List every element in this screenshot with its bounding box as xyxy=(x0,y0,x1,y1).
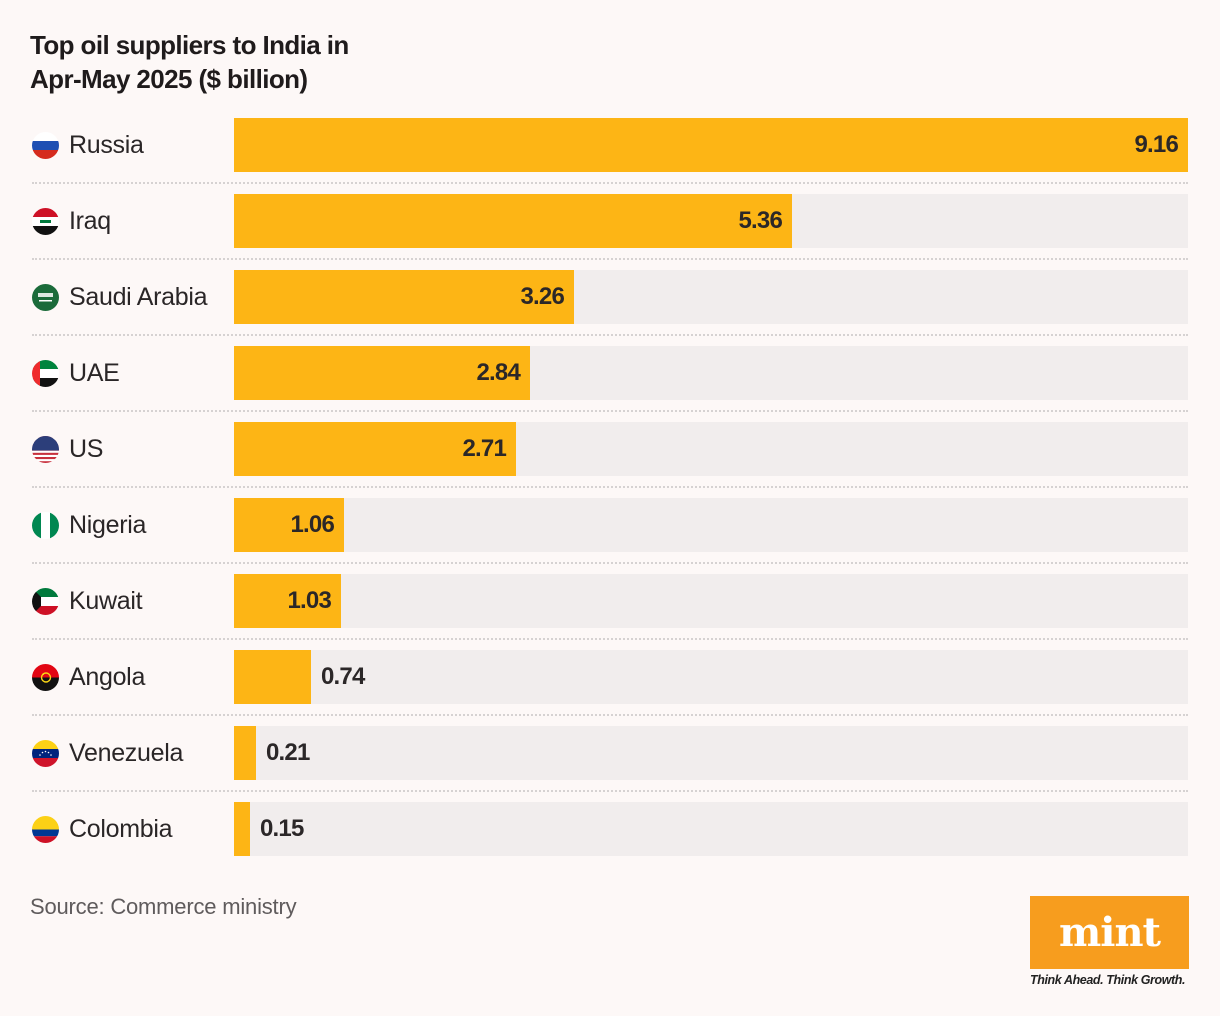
row-divider xyxy=(32,258,1188,260)
bar-track: 5.36 xyxy=(234,194,1188,248)
row-divider xyxy=(32,638,1188,640)
value-label: 0.74 xyxy=(321,663,365,690)
value-label: 0.15 xyxy=(260,815,304,842)
row-divider xyxy=(32,790,1188,792)
nigeria-flag-icon xyxy=(32,512,59,539)
bar xyxy=(234,422,516,476)
bar-track: 3.26 xyxy=(234,270,1188,324)
chart-title-line-1: Top oil suppliers to India in xyxy=(30,30,349,60)
bar xyxy=(234,498,344,552)
logo-tagline: Think Ahead. Think Growth. xyxy=(1030,973,1186,987)
bar-track: 1.03 xyxy=(234,574,1188,628)
bar-track: 2.71 xyxy=(234,422,1188,476)
bar xyxy=(234,726,256,780)
mint-logo: mint xyxy=(1030,896,1189,969)
row-divider xyxy=(32,410,1188,412)
category-label: Kuwait xyxy=(69,587,143,615)
bar-track: 2.84 xyxy=(234,346,1188,400)
category-label: Nigeria xyxy=(69,511,147,539)
chart-title-line-2: Apr-May 2025 ($ billion) xyxy=(30,64,308,94)
chart-row: Angola 0.74 xyxy=(0,650,1220,704)
saudi-arabia-flag-icon xyxy=(32,284,59,311)
bar xyxy=(234,650,311,704)
chart-row: Nigeria 1.06 xyxy=(0,498,1220,552)
russia-flag-icon xyxy=(32,132,59,159)
chart-row: Kuwait 1.03 xyxy=(0,574,1220,628)
category-label: Venezuela xyxy=(69,739,184,767)
iraq-flag-icon xyxy=(32,208,59,235)
bar-track: 0.21 xyxy=(234,726,1188,780)
chart-row: Colombia 0.15 xyxy=(0,802,1220,856)
category-label: Russia xyxy=(69,131,144,159)
kuwait-flag-icon xyxy=(32,588,59,615)
venezuela-flag-icon xyxy=(32,740,59,767)
angola-flag-icon xyxy=(32,664,59,691)
value-label: 2.71 xyxy=(462,435,506,462)
row-divider xyxy=(32,714,1188,716)
chart-row: Russia 9.16 xyxy=(0,118,1220,172)
bar-track: 0.15 xyxy=(234,802,1188,856)
colombia-flag-icon xyxy=(32,816,59,843)
category-label: Colombia xyxy=(69,815,173,843)
row-divider xyxy=(32,562,1188,564)
category-label: UAE xyxy=(69,359,120,387)
bar-track: 0.74 xyxy=(234,650,1188,704)
row-divider xyxy=(32,334,1188,336)
chart-row: Iraq 5.36 xyxy=(0,194,1220,248)
logo-text: mint xyxy=(1058,908,1161,956)
value-label: 5.36 xyxy=(738,207,782,234)
value-label: 2.84 xyxy=(476,359,520,386)
value-label: 1.06 xyxy=(290,511,334,538)
category-label: Saudi Arabia xyxy=(69,283,208,311)
value-label: 0.21 xyxy=(266,739,310,766)
chart-title: Top oil suppliers to India in Apr-May 20… xyxy=(30,28,450,96)
category-label: Angola xyxy=(69,663,146,691)
bar xyxy=(234,118,1188,172)
bar-track: 9.16 xyxy=(234,118,1188,172)
chart-row: UAE 2.84 xyxy=(0,346,1220,400)
bar xyxy=(234,270,574,324)
us-flag-icon xyxy=(32,436,59,463)
value-label: 3.26 xyxy=(520,283,564,310)
bar xyxy=(234,802,250,856)
chart-row: Saudi Arabia 3.26 xyxy=(0,270,1220,324)
uae-flag-icon xyxy=(32,360,59,387)
chart-row: US 2.71 xyxy=(0,422,1220,476)
category-label: US xyxy=(69,435,104,463)
bar xyxy=(234,574,341,628)
row-divider xyxy=(32,182,1188,184)
value-label: 9.16 xyxy=(1134,131,1178,158)
chart-row: Venezuela 0.21 xyxy=(0,726,1220,780)
category-label: Iraq xyxy=(69,207,111,235)
bar-track: 1.06 xyxy=(234,498,1188,552)
source-note: Source: Commerce ministry xyxy=(30,894,297,919)
row-divider xyxy=(32,486,1188,488)
value-label: 1.03 xyxy=(287,587,331,614)
bar xyxy=(234,194,792,248)
bar xyxy=(234,346,530,400)
